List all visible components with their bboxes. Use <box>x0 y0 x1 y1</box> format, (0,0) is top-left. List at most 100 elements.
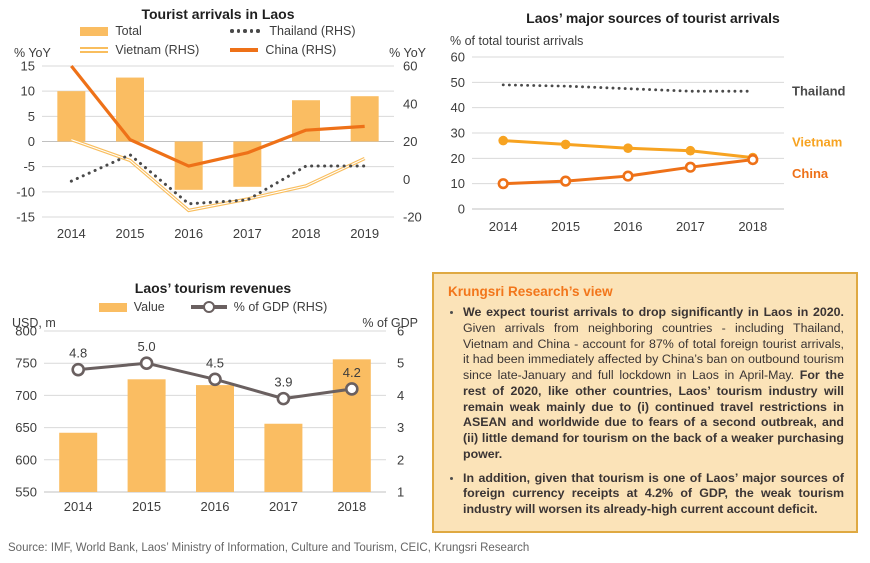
left-axis-unit: % YoY <box>14 46 51 60</box>
legend-label: China (RHS) <box>265 43 337 57</box>
bar-swatch <box>80 26 109 36</box>
legend-item: Thailand (RHS) <box>230 24 356 38</box>
view-box-title: Krungsri Research’s view <box>448 284 613 299</box>
right-axis-unit: % YoY <box>389 46 426 60</box>
tick-label: 10 <box>451 176 465 191</box>
x-axis-label: 2016 <box>614 219 643 234</box>
tick-label: 650 <box>15 420 37 435</box>
marker <box>276 391 291 406</box>
x-axis-label: 2017 <box>676 219 705 234</box>
x-axis-label: 2018 <box>292 226 321 241</box>
marker <box>747 153 759 166</box>
line-vietnam-inner <box>71 139 365 211</box>
tick-label: 800 <box>15 324 37 339</box>
x-axis-label: 2017 <box>233 226 262 241</box>
marker <box>344 382 359 396</box>
marker <box>685 145 696 156</box>
legend-item: Total <box>80 24 230 38</box>
legend-label: % of GDP (RHS) <box>233 300 328 314</box>
view-bullet: In addition, given that tourism is one o… <box>463 471 844 518</box>
tick-label: 5 <box>28 109 35 124</box>
bullet-text: Given arrivals from neighboring countrie… <box>463 320 844 382</box>
tick-label: -15 <box>16 210 35 225</box>
chart-tourism-revenues: Laos’ tourism revenues Value % of GDP (RH… <box>6 276 420 524</box>
data-label: 4.8 <box>69 346 87 361</box>
x-axis-label: 2015 <box>551 219 580 234</box>
legend-label: Total <box>115 24 142 38</box>
tick-label: 50 <box>451 75 465 90</box>
chart-title: Laos’ major sources of tourist arrivals <box>526 10 780 26</box>
y-axis-unit: % of total tourist arrivals <box>450 34 584 48</box>
tick-label: 40 <box>451 100 465 115</box>
data-label: 4.5 <box>206 355 224 370</box>
legend: Total Thailand (RHS) Vietnam (RHS) China (R… <box>6 24 430 57</box>
marker <box>623 143 633 153</box>
bar <box>350 96 379 142</box>
dot <box>256 29 260 33</box>
bar <box>116 77 144 142</box>
dot <box>236 29 241 33</box>
right-axis-unit: % of GDP <box>362 316 418 330</box>
marker <box>559 175 572 187</box>
marker <box>497 178 509 190</box>
arrivals-plot: 15 10 5 0 -5 -10 -15 60 40 20 0 -20 2014 2015 2016 2017… <box>16 59 422 241</box>
tick-label: 750 <box>15 356 37 371</box>
bar <box>264 423 303 492</box>
tick-label: 2 <box>397 452 404 467</box>
marker <box>498 135 508 146</box>
x-axis-label: 2016 <box>174 226 203 241</box>
series-label-china: China <box>792 166 829 181</box>
tick-label: 20 <box>403 134 417 149</box>
marker <box>560 139 571 150</box>
marker <box>202 301 215 313</box>
marker <box>139 356 154 371</box>
tick-label: 60 <box>403 59 417 74</box>
bullet-text-bold: In addition, given that tourism is one o… <box>463 470 844 517</box>
bullet-text-bold: For the rest of 2020, like other countri… <box>463 368 844 461</box>
tick-label: 1 <box>397 485 404 500</box>
tick-label: 10 <box>21 84 35 99</box>
bar-series-total <box>57 77 379 190</box>
tick-label: 6 <box>397 324 404 339</box>
chart-tourist-sources: Laos’ major sources of tourist arrivals … <box>440 2 866 242</box>
line-thailand <box>501 83 755 93</box>
chart-title: Laos’ tourism revenues <box>134 280 292 296</box>
left-axis-unit: USD, m <box>12 316 56 330</box>
data-label: 3.9 <box>274 375 292 390</box>
x-axis-label: 2018 <box>738 219 767 234</box>
tick-label: 3 <box>397 420 404 435</box>
x-axis-label: 2019 <box>350 226 379 241</box>
double-line-swatch <box>80 47 109 53</box>
research-view-box: Krungsri Research’s view We expect touri… <box>432 272 858 533</box>
dot <box>243 29 247 33</box>
revenues-plot: 800 750 700 650 600 550 6 5 4 3 2 1 4.8 5.0 4.5 3.9 4.2 2… <box>15 324 404 515</box>
bar <box>196 385 234 492</box>
dot <box>249 29 254 33</box>
tick-label: 0 <box>403 172 410 187</box>
tick-label: -20 <box>403 210 422 225</box>
bar <box>57 91 86 142</box>
tick-label: 700 <box>15 388 37 403</box>
data-label: 4.2 <box>343 365 361 380</box>
x-axis-label: 2014 <box>64 499 93 514</box>
tick-label: 40 <box>403 96 417 111</box>
legend-label: Vietnam (RHS) <box>115 43 200 57</box>
bar-swatch <box>98 302 127 312</box>
tick-label: 0 <box>28 134 35 149</box>
legend-label: Thailand (RHS) <box>269 24 356 38</box>
legend-item: Vietnam (RHS) <box>80 43 230 57</box>
view-bullet: We expect tourist arrivals to drop signi… <box>463 305 844 463</box>
x-axis-label: 2016 <box>201 499 230 514</box>
tick-label: 20 <box>451 151 465 166</box>
tick-label: 30 <box>451 126 465 141</box>
legend-item: % of GDP (RHS) <box>190 300 328 314</box>
chart-tourist-arrivals: Tourist arrivals in Laos Total Thailand (… <box>6 2 430 249</box>
marker <box>208 372 222 387</box>
series-label-vietnam: Vietnam <box>792 134 842 149</box>
tick-label: 60 <box>451 50 465 65</box>
chart-title: Tourist arrivals in Laos <box>141 6 295 22</box>
tick-label: 550 <box>15 485 37 500</box>
data-label: 5.0 <box>138 339 156 354</box>
tick-label: 5 <box>397 356 404 371</box>
tick-label: 600 <box>15 452 37 467</box>
